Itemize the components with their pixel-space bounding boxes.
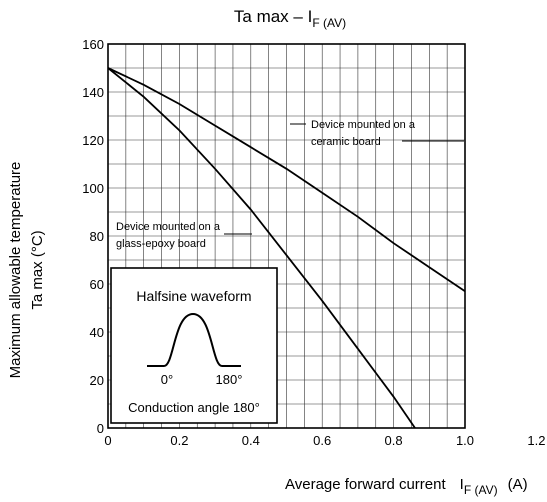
inset-title: Halfsine waveform xyxy=(136,288,251,304)
glass-epoxy-board-curve xyxy=(107,67,416,429)
y-tick-label: 140 xyxy=(82,85,104,100)
ceramic-annotation: Device mounted on a ceramic board xyxy=(290,119,464,148)
x-tick-label: 0 xyxy=(104,433,111,448)
y-tick-label: 120 xyxy=(82,133,104,148)
x-tick-label: 0.2 xyxy=(170,433,188,448)
x-axis-label-text: Average forward current xyxy=(285,476,446,493)
x-tick-label: 1.2 xyxy=(527,433,545,448)
y-tick-label: 60 xyxy=(90,277,104,292)
grid xyxy=(108,44,465,428)
x-tick-label: 0.4 xyxy=(242,433,260,448)
x-axis-unit: (A) xyxy=(508,476,528,493)
x-axis-symbol: I xyxy=(460,476,464,493)
glass-epoxy-label-line1: Device mounted on a xyxy=(116,221,221,233)
y-tick-label: 80 xyxy=(90,229,104,244)
chart-title-main: Ta max – I xyxy=(234,7,312,26)
x-tick-label: 0.8 xyxy=(385,433,403,448)
x-tick-label: 0.6 xyxy=(313,433,331,448)
glass-epoxy-label-line2: glass-epoxy board xyxy=(116,238,206,250)
ceramic-label-line1: Device mounted on a xyxy=(311,119,416,131)
y-tick-label: 0 xyxy=(97,421,104,436)
series-layer xyxy=(107,67,466,429)
plot-frame xyxy=(107,43,466,429)
x-axis-label: Average forward current IF (AV) (A) xyxy=(285,476,528,497)
inset-caption: Conduction angle 180° xyxy=(128,400,260,415)
y-tick-label: 160 xyxy=(82,37,104,52)
chart-title: Ta max – IF (AV) xyxy=(234,7,346,30)
tick-labels: 0 0.2 0.4 0.6 0.8 1.0 1.2 0 20 40 60 80 100 120 140 160 xyxy=(82,37,545,448)
inset-start-angle: 0° xyxy=(161,372,173,387)
inset-box xyxy=(110,267,278,424)
chart-title-subscript: F (AV) xyxy=(312,16,346,30)
ceramic-label-line2: ceramic board xyxy=(311,136,381,148)
y-tick-label: 40 xyxy=(90,325,104,340)
y-tick-label: 100 xyxy=(82,181,104,196)
glass-epoxy-annotation: Device mounted on a glass-epoxy board xyxy=(116,221,252,250)
y-axis-label: Maximum allowable temperature Ta max (°C… xyxy=(7,162,46,379)
x-tick-label: 1.0 xyxy=(456,433,474,448)
y-tick-label: 20 xyxy=(90,373,104,388)
y-axis-label-line1: Maximum allowable temperature xyxy=(7,162,24,379)
x-axis-subscript: F (AV) xyxy=(464,483,498,497)
waveform-inset: Halfsine waveform 0° 180° Conduction ang… xyxy=(110,267,278,424)
halfsine-waveform xyxy=(147,312,241,367)
inset-end-angle: 180° xyxy=(216,372,243,387)
y-axis-label-line2: Ta max (°C) xyxy=(29,230,46,309)
ceramic-board-curve xyxy=(107,67,466,292)
